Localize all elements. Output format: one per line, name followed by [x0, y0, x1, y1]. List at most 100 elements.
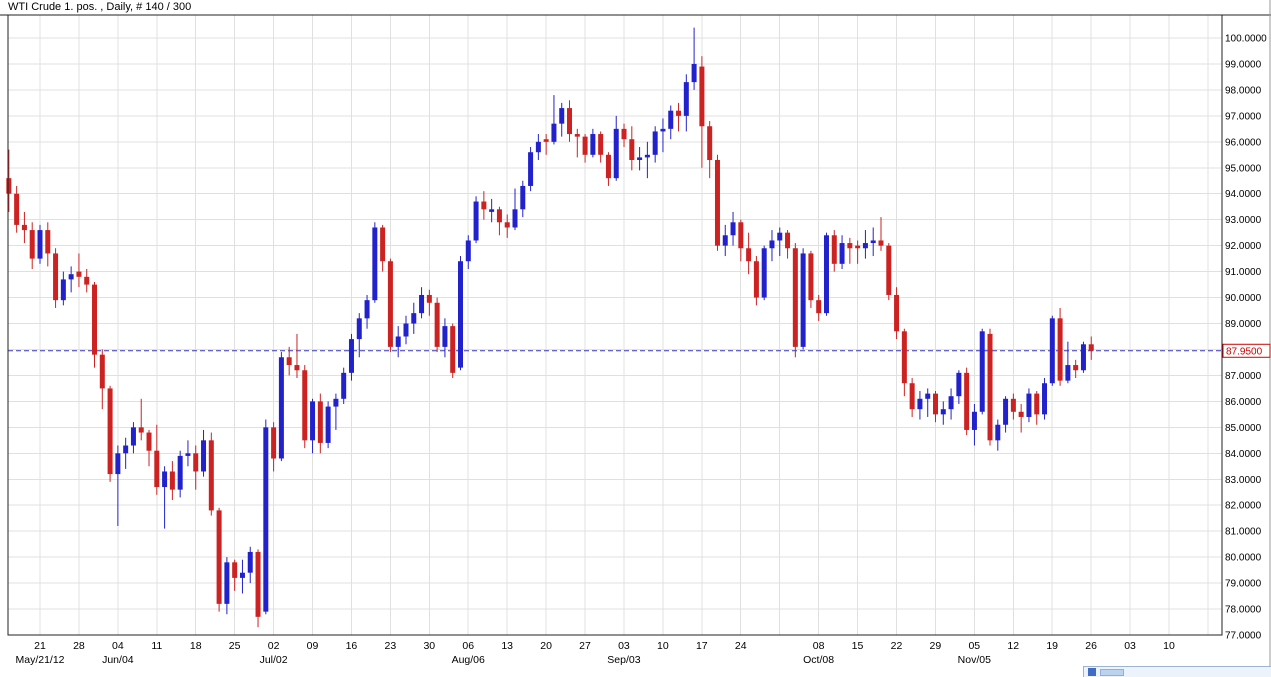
candle-up [489, 209, 495, 212]
candle-up [1049, 318, 1055, 384]
candle-up [372, 227, 378, 301]
candle-down [933, 393, 939, 415]
x-axis-tick-label: 03 [1124, 640, 1136, 652]
candle-up [559, 108, 565, 124]
candle-down [53, 253, 59, 301]
candle-down [154, 450, 160, 488]
candle-up [652, 131, 658, 155]
candle-down [1057, 318, 1063, 381]
candle-up [465, 240, 471, 262]
widget-blue-bar [1100, 668, 1124, 676]
x-axis-tick-label: 17 [696, 640, 708, 652]
y-axis-tick-label: 86.0000 [1225, 397, 1262, 408]
candle-up [224, 562, 230, 604]
candle-down [76, 271, 82, 277]
x-axis-month-label: Aug/06 [452, 654, 485, 666]
candle-down [707, 126, 713, 160]
candle-down [1010, 398, 1016, 412]
candle-down [831, 235, 837, 264]
candle-down [21, 224, 27, 231]
candle-down [1073, 365, 1079, 371]
x-axis-tick-label: 09 [307, 640, 319, 652]
x-axis-month-label: Oct/08 [803, 654, 834, 666]
x-axis-tick-label: 27 [579, 640, 591, 652]
candle-down [29, 230, 35, 259]
candle-down [92, 284, 98, 355]
candle-up [177, 455, 183, 490]
candle-up [364, 300, 370, 319]
y-axis-tick-label: 98.0000 [1225, 85, 1262, 96]
x-axis-tick-label: 08 [813, 640, 825, 652]
candle-down [146, 432, 152, 451]
bottom-right-widget[interactable] [1083, 666, 1271, 677]
y-axis-tick-label: 94.0000 [1225, 189, 1262, 200]
candle-down [808, 253, 814, 301]
y-axis-tick-label: 92.0000 [1225, 241, 1262, 252]
x-axis-tick-label: 25 [229, 640, 241, 652]
y-axis-tick-label: 93.0000 [1225, 215, 1262, 226]
candle-down [426, 294, 432, 303]
candle-up [769, 240, 775, 249]
candle-down [621, 128, 627, 140]
candle-down [504, 222, 510, 228]
candle-up [263, 427, 269, 612]
candle-up [870, 240, 876, 244]
y-axis-tick-label: 80.0000 [1225, 553, 1262, 564]
x-axis-tick-label: 16 [346, 640, 358, 652]
candle-up [310, 401, 316, 441]
candle-up [520, 185, 526, 210]
candle-down [746, 248, 752, 262]
candle-up [1003, 398, 1009, 425]
candle-up [940, 409, 946, 415]
candle-down [738, 222, 744, 249]
y-axis-tick-label: 81.0000 [1225, 527, 1262, 538]
candle-up [761, 248, 767, 298]
candle-up [1026, 393, 1032, 417]
candle-up [356, 318, 362, 340]
candle-up [777, 232, 783, 241]
candle-down [84, 276, 90, 285]
x-axis-tick-label: 05 [968, 640, 980, 652]
candle-down [676, 110, 682, 116]
candle-down [574, 134, 580, 137]
candle-down [496, 209, 502, 223]
candle-up [862, 243, 868, 249]
candle-up [325, 406, 331, 443]
candle-down [909, 383, 915, 410]
x-axis-tick-label: 22 [891, 640, 903, 652]
candle-down [598, 134, 604, 155]
candle-down [582, 136, 588, 155]
candle-up [123, 445, 129, 454]
x-axis-tick-label: 11 [151, 640, 162, 652]
y-axis-tick-label: 97.0000 [1225, 111, 1262, 122]
candle-down [169, 471, 175, 490]
candle-up [683, 82, 689, 116]
candle-down [847, 243, 853, 249]
x-axis-tick-label: 28 [73, 640, 85, 652]
candle-up [535, 141, 541, 153]
candle-down [107, 388, 113, 475]
y-axis-tick-label: 78.0000 [1225, 605, 1262, 616]
candle-down [605, 154, 611, 179]
x-axis-tick-label: 03 [618, 640, 630, 652]
candle-down [380, 227, 386, 262]
x-axis-tick-label: 13 [501, 640, 513, 652]
candle-down [14, 193, 20, 225]
candle-up [60, 279, 66, 301]
candle-up [37, 230, 43, 259]
candle-up [395, 336, 401, 347]
candle-up [528, 152, 534, 186]
y-axis-tick-label: 96.0000 [1225, 137, 1262, 148]
candle-up [839, 243, 845, 264]
candle-down [302, 370, 308, 441]
x-axis-tick-label: 20 [540, 640, 552, 652]
x-axis-month-label: Nov/05 [958, 654, 991, 666]
candle-up [979, 331, 985, 412]
candle-up [1042, 383, 1048, 415]
x-axis-tick-label: 30 [423, 640, 435, 652]
candle-up [613, 128, 619, 179]
x-axis-tick-label: 21 [34, 640, 46, 652]
x-axis-tick-label: 04 [112, 640, 124, 652]
